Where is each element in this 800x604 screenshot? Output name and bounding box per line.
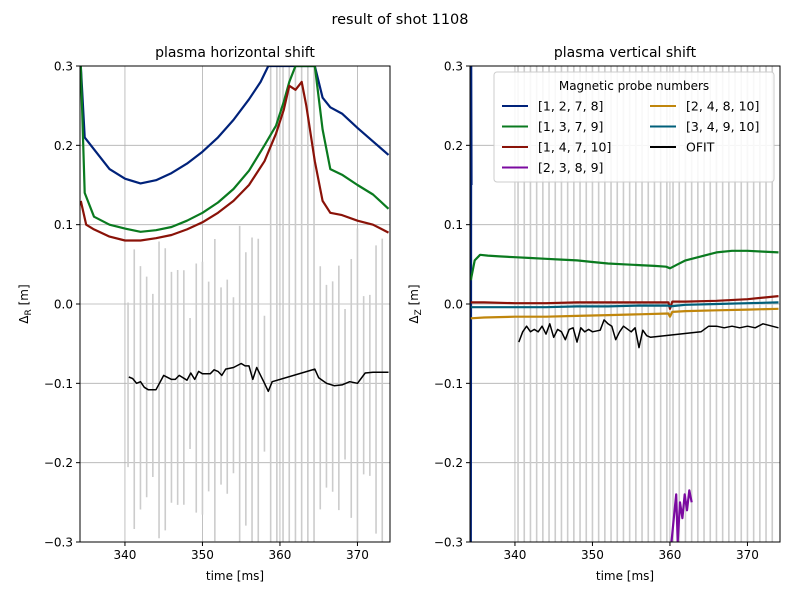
legend-label: [3, 4, 9, 10] xyxy=(686,119,759,134)
series-line xyxy=(670,489,693,542)
y-axis-label-sub: Z xyxy=(414,309,424,315)
y-tick-label: −0.3 xyxy=(44,536,73,550)
legend-label: [2, 4, 8, 10] xyxy=(686,99,759,114)
y-tick-label: 0.0 xyxy=(54,298,73,312)
legend-box xyxy=(493,71,775,183)
figure-suptitle: result of shot 1108 xyxy=(331,12,468,28)
y-tick-label: 0.3 xyxy=(444,60,463,74)
x-axis-label: time [ms] xyxy=(596,569,654,583)
x-tick-label: 350 xyxy=(581,548,604,562)
y-tick-label: 0.1 xyxy=(54,218,73,232)
y-tick-label: −0.3 xyxy=(434,536,463,550)
x-tick-label: 340 xyxy=(113,548,136,562)
x-tick-label: 370 xyxy=(346,548,369,562)
legend-title: Magnetic probe numbers xyxy=(559,79,709,93)
legend-label: [1, 4, 7, 10] xyxy=(538,140,611,155)
series-line xyxy=(470,307,779,320)
legend: Magnetic probe numbers [1, 2, 7, 8] [1, 3,… xyxy=(493,71,775,183)
chart-title: plasma vertical shift xyxy=(554,45,697,61)
series-line xyxy=(470,249,779,281)
y-tick-label: 0.1 xyxy=(444,218,463,232)
chart-2: 340 350 360 370 −0.3 −0.2 −0.1 0.0 0.1 0.2 0.3 plas… xyxy=(407,45,781,583)
series-line xyxy=(470,295,779,310)
y-tick-label: 0.2 xyxy=(444,139,463,153)
series-line xyxy=(470,301,779,309)
x-tick-label: 340 xyxy=(503,548,526,562)
y-axis-label-main: Δ xyxy=(17,315,31,324)
x-axis-label: time [ms] xyxy=(206,569,264,583)
y-tick-label: −0.2 xyxy=(44,456,73,470)
series-line xyxy=(470,66,473,542)
y-tick-label: −0.1 xyxy=(434,377,463,391)
legend-label: OFIT xyxy=(686,140,715,155)
x-tick-label: 360 xyxy=(268,548,291,562)
series-line xyxy=(128,362,389,393)
y-axis-label-unit: [m] xyxy=(407,284,421,309)
y-axis-label: ΔR [m] xyxy=(17,284,34,323)
legend-label: [2, 3, 8, 9] xyxy=(538,160,603,175)
x-tick-label: 360 xyxy=(658,548,681,562)
y-axis-label: ΔZ [m] xyxy=(407,284,424,323)
series-line xyxy=(518,319,779,349)
legend-label: [1, 3, 7, 9] xyxy=(538,119,603,134)
chart-title: plasma horizontal shift xyxy=(155,45,315,61)
y-axis-label-main: Δ xyxy=(407,315,421,324)
series-line xyxy=(80,80,389,242)
y-tick-label: −0.1 xyxy=(44,377,73,391)
x-tick-label: 350 xyxy=(191,548,214,562)
y-axis-label-unit: [m] xyxy=(17,284,31,309)
series-line xyxy=(80,66,390,185)
y-tick-label: 0.2 xyxy=(54,139,73,153)
plot-area xyxy=(80,66,390,542)
chart-1: 340 350 360 370 −0.3 −0.2 −0.1 0.0 0.1 0.2 0.3 plas… xyxy=(17,45,391,583)
y-tick-label: 0.3 xyxy=(54,60,73,74)
y-tick-label: −0.2 xyxy=(434,456,463,470)
y-axis-label-sub: R xyxy=(24,309,34,315)
x-tick-label: 370 xyxy=(736,548,759,562)
y-tick-label: 0.0 xyxy=(444,298,463,312)
legend-label: [1, 2, 7, 8] xyxy=(538,99,603,114)
series-line xyxy=(80,66,390,233)
